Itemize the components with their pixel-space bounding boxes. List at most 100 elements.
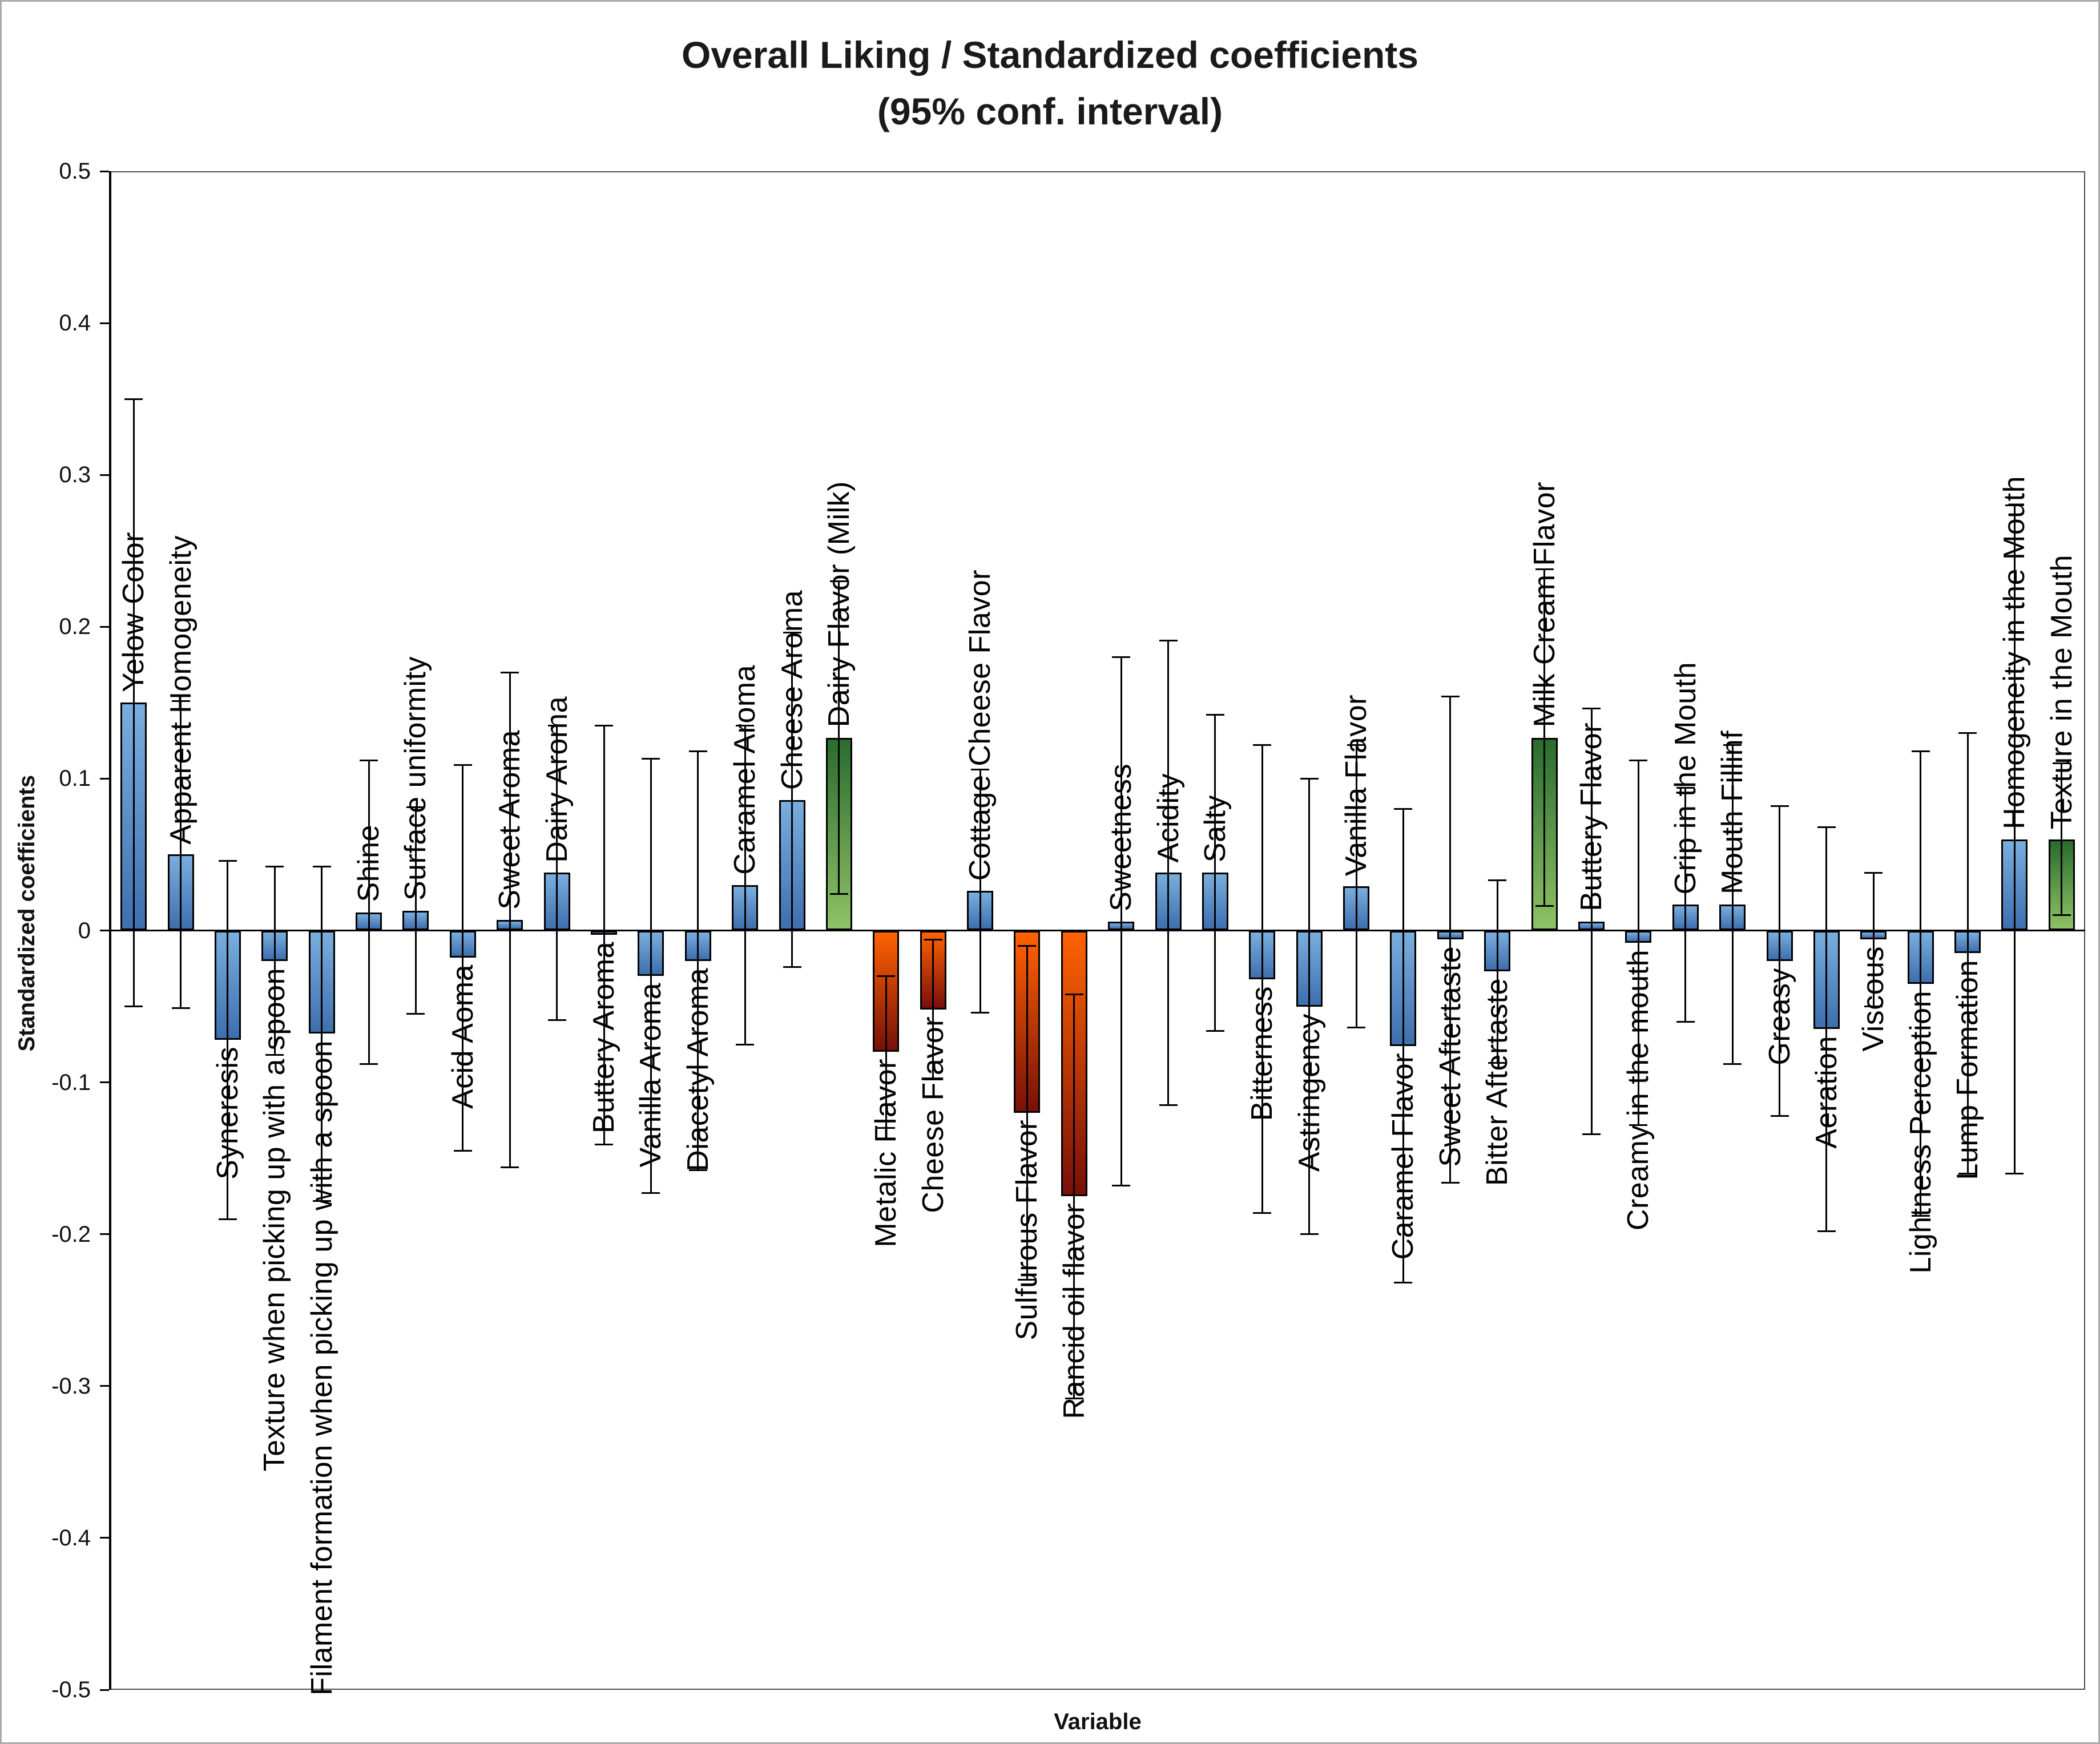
category-label-astringency: Astringency (1292, 1013, 1326, 1172)
category-label-aeration: Aeration (1809, 1036, 1843, 1149)
y-tick-label: 0.5 (59, 159, 91, 184)
error-bar-line (180, 701, 182, 1008)
error-bar-cap-top (1112, 656, 1131, 659)
error-bar-cap-bottom (406, 1013, 425, 1015)
category-label-viscous: Viscous (1857, 946, 1891, 1052)
error-bar-cap-bottom (1676, 1020, 1695, 1023)
category-label-cottage-cheese-flavor: Cottage Cheese Flavor (964, 570, 997, 881)
error-bar-cap-top (360, 759, 378, 761)
category-label-lump-formation: Lump Formation (1951, 960, 1985, 1181)
error-bar-line (1496, 880, 1498, 1063)
category-label-diacetyl-aroma: Diacetyl Aroma (681, 967, 715, 1172)
y-tick-mark (100, 930, 109, 931)
error-bar-line (1872, 873, 1875, 1007)
error-bar-cap-bottom (312, 1200, 331, 1202)
error-bar-cap-top (1629, 759, 1648, 761)
error-bar-cap-bottom (2052, 914, 2071, 917)
y-tick-label: -0.1 (51, 1069, 91, 1095)
error-bar-cap-top (1441, 696, 1460, 698)
category-label-caramel-aroma: Caramel Aroma (728, 664, 762, 875)
chart-title: Overall Liking / Standardized coefficien… (682, 34, 1418, 76)
y-axis-title: Standardized coefficients (14, 775, 39, 1052)
y-tick-mark (100, 1689, 109, 1691)
error-bar-cap-bottom (1347, 1027, 1366, 1029)
error-bar-line (1167, 640, 1170, 1105)
y-tick-label: 0.4 (59, 310, 91, 336)
error-bar-line (979, 769, 981, 1013)
error-bar-cap-top (1864, 871, 1883, 874)
error-bar-cap-top (783, 632, 801, 634)
error-bar-cap-top (501, 671, 519, 673)
error-bar-cap-bottom (1159, 1104, 1178, 1106)
error-bar-line (556, 725, 558, 1020)
x-axis-title: Variable (1054, 1709, 1142, 1734)
error-bar-cap-top (688, 750, 707, 752)
error-bar-cap-bottom (1394, 1282, 1413, 1284)
error-bar-line (1026, 946, 1028, 1280)
error-bar-line (2013, 505, 2016, 1174)
error-bar-cap-bottom (1018, 1279, 1037, 1281)
error-bar-cap-bottom (265, 1054, 284, 1056)
error-bar-cap-top (642, 758, 660, 760)
category-label-shine: Shine (352, 825, 386, 902)
error-bar-line (1120, 657, 1122, 1186)
error-bar-cap-top (312, 866, 331, 868)
y-tick-label: -0.2 (51, 1221, 91, 1247)
error-bar-cap-bottom (595, 1144, 613, 1146)
error-bar-cap-top (453, 764, 472, 766)
error-bar-line (132, 399, 135, 1007)
error-bar-cap-top (1347, 744, 1366, 746)
category-label-homogeneity-in-the-mouth: Homogeneity in the Mouth (1998, 475, 2032, 829)
error-bar-cap-top (829, 580, 848, 582)
error-bar-line (1637, 760, 1639, 1125)
error-bar-cap-top (1018, 944, 1037, 947)
category-label-filament-formation-when-picking-up-with-a-spoon: Filament formation when picking up with … (305, 1040, 338, 1696)
error-bar-cap-bottom (688, 1169, 707, 1172)
error-bar-cap-bottom (453, 1149, 472, 1152)
error-bar-cap-top (736, 724, 755, 726)
error-bar-line (227, 861, 229, 1220)
category-label-lightness-perception: Lightness Perception (1904, 990, 1937, 1274)
error-bar-cap-bottom (877, 1127, 896, 1129)
y-tick-mark (100, 625, 109, 628)
error-bar-cap-bottom (1723, 1063, 1742, 1065)
category-label-sulfurous-flavor: Sulfurous Flavor (1010, 1119, 1044, 1341)
error-bar-cap-bottom (783, 966, 801, 968)
error-bar-cap-top (124, 398, 143, 400)
error-bar-cap-bottom (1629, 1124, 1648, 1126)
error-bar-cap-bottom (924, 1078, 942, 1080)
error-bar-line (2061, 763, 2063, 915)
error-bar-line (1073, 994, 1075, 1399)
category-label-creamy-in-the-mouth: Creamy in the mouth (1622, 949, 1655, 1230)
category-label-syneresis: Syneresis (211, 1047, 244, 1180)
error-bar-cap-bottom (1441, 1181, 1460, 1184)
category-label-sweetness: Sweetness (1105, 763, 1138, 911)
error-bar-line (1543, 569, 1546, 906)
error-bar-line (603, 725, 605, 1145)
category-label-buttery-flavor: Buttery Flavor (1575, 722, 1608, 911)
error-bar-cap-top (1676, 786, 1695, 789)
y-tick-mark (100, 777, 109, 780)
error-bar-line (1355, 745, 1357, 1028)
error-bar-cap-top (1488, 879, 1507, 882)
error-bar-cap-bottom (547, 1019, 566, 1021)
chart-title-block: Overall Liking / Standardized coefficien… (2, 27, 2098, 140)
error-bar-line (509, 672, 511, 1168)
error-bar-line (273, 866, 276, 1055)
y-tick-mark (100, 1537, 109, 1539)
error-bar-cap-top (1911, 750, 1930, 752)
error-bar-line (1590, 708, 1593, 1135)
error-bar-line (697, 751, 699, 1170)
category-label-metalic-flavor: Metalic Flavor (869, 1059, 903, 1248)
category-label-acid-aoma: Acid Aoma (446, 964, 479, 1109)
error-bar-cap-bottom (1300, 1233, 1319, 1236)
error-bar-cap-bottom (1065, 1397, 1083, 1399)
category-label-grip-in-the-mouth: Grip in the Mouth (1668, 661, 1702, 895)
error-bar-line (1308, 778, 1311, 1234)
error-bar-cap-bottom (642, 1192, 660, 1194)
category-label-sweet-aftertaste: Sweet Aftertaste (1433, 946, 1467, 1168)
error-bar-cap-top (406, 806, 425, 809)
error-bar-cap-top (2005, 504, 2024, 506)
category-label-buttery-aroma: Buttery Aroma (587, 942, 620, 1134)
error-bar-line (744, 725, 746, 1045)
